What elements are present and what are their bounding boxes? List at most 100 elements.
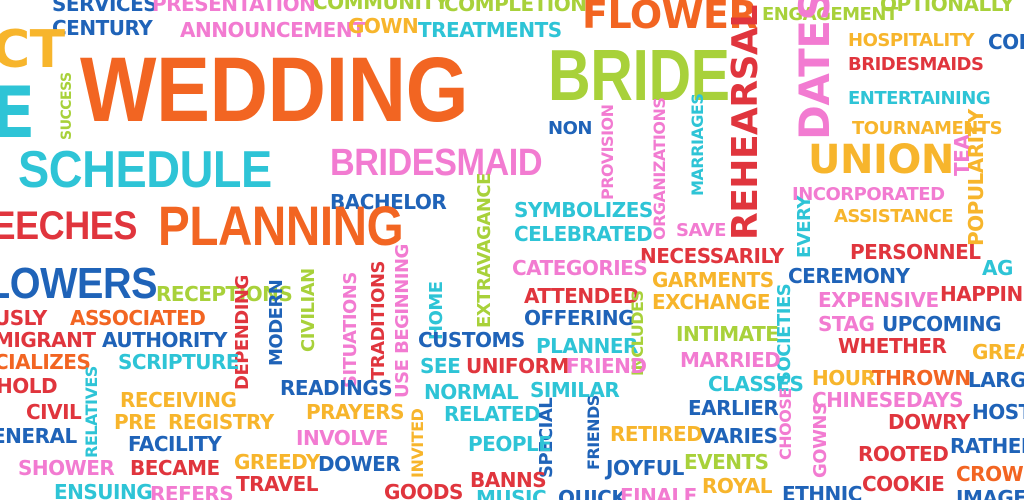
word-dowry: DOWRY <box>888 410 970 434</box>
word-personnel: PERSONNEL <box>850 240 981 264</box>
word-shower: SHOWER <box>18 456 115 480</box>
word-services: SERVICES <box>52 0 158 16</box>
word-exchange: EXCHANGE <box>652 290 771 314</box>
word-success: SUCCESS <box>59 72 75 140</box>
word-royal: ROYAL <box>702 474 772 498</box>
word-bride: BRIDE <box>548 36 730 116</box>
word-lowers: LOWERS <box>0 259 158 308</box>
word-rather: RATHER <box>950 434 1024 458</box>
word-see: SEE <box>420 354 461 378</box>
word-use-beginning: USE BEGINNING <box>392 244 413 398</box>
word-dower: DOWER <box>318 452 401 476</box>
word-assistance: ASSISTANCE <box>834 206 954 227</box>
word-gowns: GOWNS <box>810 402 831 478</box>
word-ct: CT <box>0 20 65 80</box>
word-banns: BANNS <box>470 468 547 492</box>
word-bridesmaid: BRIDESMAID <box>330 142 543 184</box>
word-cookie: COOKIE <box>862 472 945 496</box>
word-host: HOST <box>972 400 1024 424</box>
word-civil: CIVIL <box>26 400 82 424</box>
word-schedule: SCHEDULE <box>18 141 272 199</box>
word-incorporated: INCORPORATED <box>792 184 945 205</box>
word-refers: REFERS <box>150 482 234 500</box>
word-ceremony: CEREMONY <box>788 264 910 288</box>
word-choose: CHOOSE <box>776 388 795 460</box>
word-ag: AG <box>982 256 1013 280</box>
word-earlier: EARLIER <box>688 396 779 420</box>
word-presentation: PRESENTATION <box>152 0 316 16</box>
word-community: COMMUNITY <box>313 0 449 14</box>
word-relatives: RELATIVES <box>82 366 101 458</box>
word-intimate: INTIMATE <box>676 322 779 346</box>
word-uniform: UNIFORM <box>466 354 569 378</box>
word-receiving: RECEIVING <box>120 388 237 412</box>
word-image: IMAGE <box>956 486 1024 500</box>
word-gown: GOWN <box>348 14 419 38</box>
word-every: EVERY <box>794 196 815 258</box>
word-involve: INVOLVE <box>296 426 388 450</box>
word-provision: PROVISION <box>598 104 617 200</box>
word-ethnic: ETHNIC <box>782 482 862 500</box>
word-happine: HAPPINE <box>940 282 1024 306</box>
word-thrown: THROWN <box>872 366 971 390</box>
word-flower: FLOWER <box>582 0 758 37</box>
word-non: NON <box>548 118 592 139</box>
word-crown: CROWN <box>956 462 1024 486</box>
word-union: UNION <box>808 137 954 183</box>
word-traditions: TRADITIONS <box>368 260 389 380</box>
word-planning: PLANNING <box>158 194 404 257</box>
word-hospitality: HOSPITALITY <box>848 30 975 51</box>
word-joyful: JOYFUL <box>606 456 684 480</box>
word-save: SAVE <box>676 220 726 241</box>
word-greedy: GREEDY <box>234 450 320 474</box>
word-optionally: OPTIONALLY <box>880 0 1014 16</box>
word-garments: GARMENTS <box>652 268 774 292</box>
word-grea: GREA <box>972 340 1024 364</box>
word-similar: SIMILAR <box>530 378 620 402</box>
word-whether: WHETHER <box>838 334 947 358</box>
word-invited: INVITED <box>408 408 427 478</box>
word-necessarily: NECESSARILY <box>640 244 784 268</box>
word-pre: PRE <box>114 410 157 434</box>
word-rooted: ROOTED <box>858 442 949 466</box>
word-travel: TRAVEL <box>236 472 319 496</box>
word-announcement: ANNOUNCEMENT <box>180 18 366 42</box>
word-offering: OFFERING <box>524 306 634 330</box>
word-varies: VARIES <box>700 424 778 448</box>
word-popularity: POPULARITY <box>964 109 988 246</box>
word-associated: ASSOCIATED <box>70 306 206 330</box>
word-friends: FRIENDS <box>584 395 603 470</box>
word-finale: FINALE <box>620 484 697 500</box>
word-marriages: MARRIAGES <box>688 93 707 196</box>
word-hour: HOUR <box>812 366 876 390</box>
word-married: MARRIED <box>680 348 781 372</box>
word-bachelor: BACHELOR <box>330 190 447 214</box>
word-became: BECAME <box>130 456 220 480</box>
word-century: CENTURY <box>52 16 153 40</box>
word-facility: FACILITY <box>128 432 222 456</box>
word-usly: USLY <box>0 306 47 330</box>
word-extravagance: EXTRAVAGANCE <box>474 173 495 328</box>
word-authority: AUTHORITY <box>102 328 227 352</box>
word-eneral: ENERAL <box>0 424 77 448</box>
word-situations: SITUATIONS <box>340 272 361 388</box>
word-classes: CLASSES <box>708 372 804 396</box>
word-migrant: MIGRANT <box>0 328 96 352</box>
word-tournaments: TOURNAMENTS <box>852 118 1003 139</box>
word-friend: FRIEND <box>566 354 647 378</box>
word-symbolizes: SYMBOLIZES <box>514 198 653 222</box>
word-wedding: WEDDING <box>80 39 469 141</box>
word-normal: NORMAL <box>424 380 519 404</box>
word-events: EVENTS <box>684 450 769 474</box>
word-cializes: CIALIZES <box>0 350 91 374</box>
word-goods: GOODS <box>384 480 463 500</box>
word-civilian: CIVILIAN <box>298 268 319 352</box>
word-larg: LARG <box>968 368 1024 392</box>
word-prayers: PRAYERS <box>306 400 405 424</box>
word-ensuing: ENSUING <box>54 480 153 500</box>
word-stag: STAG <box>818 312 875 336</box>
word-peeches: PEECHES <box>0 204 137 248</box>
word-people: PEOPLE <box>468 432 552 456</box>
word-rehearsal: REHEARSAL <box>725 5 766 240</box>
